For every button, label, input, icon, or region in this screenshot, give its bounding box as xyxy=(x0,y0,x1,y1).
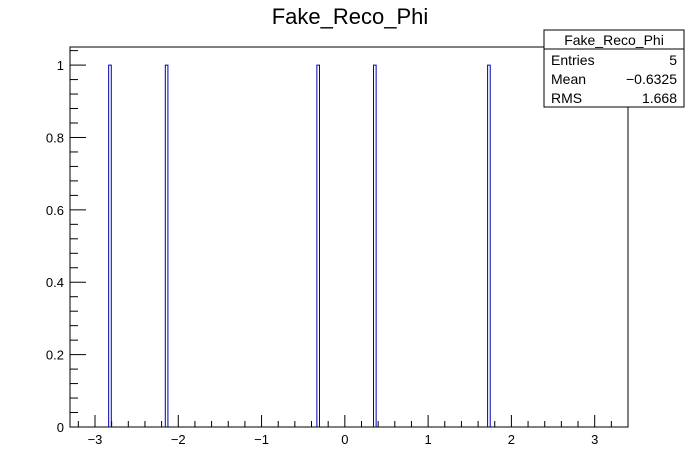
chart-title: Fake_Reco_Phi xyxy=(272,4,429,29)
x-tick-label: 2 xyxy=(508,432,515,447)
stats-entries-value: 5 xyxy=(669,52,677,68)
x-tick-label: 3 xyxy=(591,432,598,447)
stats-box: Fake_Reco_Phi Entries 5 Mean −0.6325 RMS… xyxy=(543,29,685,108)
histogram-bin xyxy=(316,64,320,427)
x-tick-label: −1 xyxy=(254,432,269,447)
y-tick-label: 0.6 xyxy=(46,203,64,218)
stats-entries-label: Entries xyxy=(551,52,595,68)
histogram-bin xyxy=(373,64,377,427)
histogram-bin xyxy=(108,64,112,427)
x-tick-label: 0 xyxy=(341,432,348,447)
x-tick-label: −2 xyxy=(171,432,186,447)
y-tick-label: 0.4 xyxy=(46,275,64,290)
y-tick-label: 0 xyxy=(57,420,64,435)
y-tick-label: 0.2 xyxy=(46,348,64,363)
x-tick-label: −3 xyxy=(88,432,103,447)
y-tick-label: 0.8 xyxy=(46,130,64,145)
stats-mean-label: Mean xyxy=(551,71,586,87)
plot-frame xyxy=(69,46,629,428)
histogram-bin xyxy=(164,64,169,427)
y-tick-label: 1 xyxy=(57,58,64,73)
stats-box-frame xyxy=(543,29,685,108)
stats-rms-label: RMS xyxy=(551,90,582,106)
stats-rms-value: 1.668 xyxy=(642,90,677,106)
x-tick-label: 1 xyxy=(425,432,432,447)
stats-mean-value: −0.6325 xyxy=(626,71,677,87)
stats-box-name: Fake_Reco_Phi xyxy=(564,32,664,48)
histogram-bin xyxy=(487,64,491,427)
